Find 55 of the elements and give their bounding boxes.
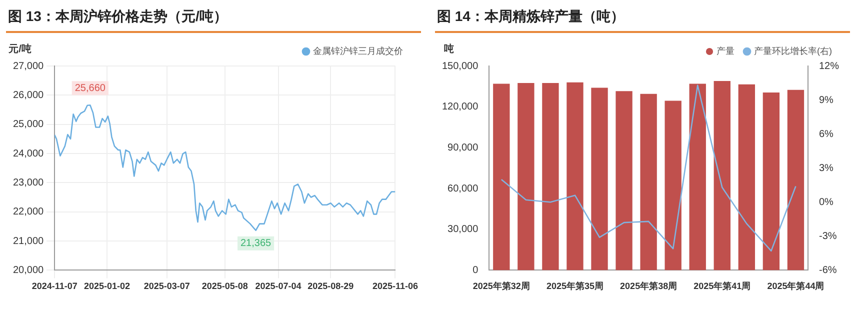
- chart-title: 图 13：本周沪锌价格走势（元/吨）: [6, 4, 421, 33]
- x-tick-label: 2025年第44周: [767, 281, 824, 292]
- chart-title: 图 14：本周精炼锌产量（吨）: [435, 4, 850, 33]
- y-tick-label: 26,000: [12, 90, 44, 101]
- y2-tick-label: 12%: [818, 60, 840, 72]
- y-tick-label: 30,000: [448, 224, 479, 236]
- bar: [762, 92, 780, 270]
- y-tick-label: 22,000: [12, 206, 44, 218]
- y2-tick-label: 3%: [818, 162, 834, 174]
- x-tick-label: 2025-08-29: [308, 281, 354, 292]
- bar: [542, 83, 559, 270]
- x-tick-label: 2025-01-02: [84, 281, 130, 292]
- bar: [640, 94, 657, 270]
- x-tick-label: 2025-07-04: [255, 281, 302, 292]
- y2-tick-label: 6%: [818, 128, 834, 140]
- y-tick-label: 25,000: [12, 119, 44, 130]
- y-tick-label: 24,000: [12, 148, 44, 160]
- y-tick-label: 150,000: [442, 60, 479, 72]
- x-tick-label: 2025年第41周: [694, 281, 751, 292]
- y-tick-label: 90,000: [448, 142, 479, 154]
- bar: [616, 91, 632, 270]
- bar: [664, 100, 682, 270]
- annotation: 21,365: [240, 238, 272, 250]
- legend-label: 金属锌沪锌三月成交价: [313, 46, 403, 56]
- y2-tick-label: -3%: [818, 230, 837, 242]
- y2-tick-label: -6%: [818, 264, 837, 276]
- x-tick-label: 2025年第38周: [620, 281, 678, 292]
- y-tick-label: 120,000: [442, 102, 479, 113]
- x-tick-label: 2025-03-07: [144, 281, 190, 292]
- bar: [714, 80, 730, 270]
- x-tick-label: 2025年第32周: [472, 281, 530, 292]
- y2-tick-label: 0%: [818, 196, 834, 208]
- bar: [738, 84, 756, 270]
- x-tick-label: 2025-05-08: [202, 281, 248, 292]
- annotation: 25,660: [74, 82, 106, 94]
- bar: [566, 82, 584, 270]
- y-axis-title: 吨: [444, 42, 454, 55]
- y-tick-label: 60,000: [448, 183, 479, 194]
- bar: [518, 83, 534, 270]
- bar: [493, 84, 510, 270]
- bar: [787, 90, 804, 270]
- y-tick-label: 20,000: [12, 264, 44, 276]
- legend-label: 产量: [716, 46, 735, 56]
- y-axis-title: 元/吨: [8, 42, 32, 55]
- y-tick-label: 23,000: [12, 177, 44, 188]
- bar: [591, 88, 608, 270]
- y-tick-label: 27,000: [12, 60, 44, 72]
- legend-label: 产量环比增长率(右): [754, 46, 832, 56]
- y-tick-label: 0: [472, 264, 479, 276]
- x-tick-label: 2025-11-06: [372, 281, 418, 292]
- y-tick-label: 21,000: [12, 236, 44, 247]
- x-tick-label: 2024-11-07: [32, 281, 78, 292]
- y2-tick-label: 9%: [818, 94, 834, 106]
- bar: [689, 84, 706, 270]
- x-tick-label: 2025年第35周: [546, 281, 604, 292]
